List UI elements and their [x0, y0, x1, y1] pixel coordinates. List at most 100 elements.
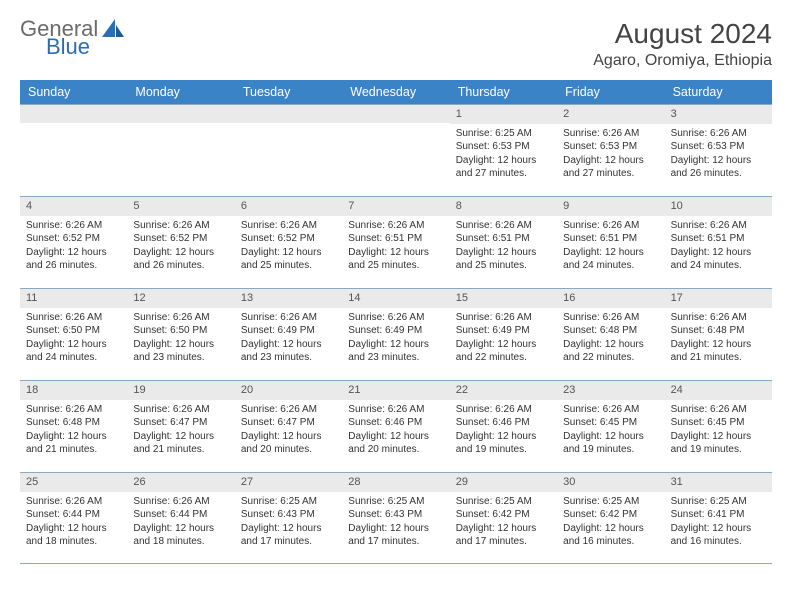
day-content: Sunrise: 6:25 AMSunset: 6:41 PMDaylight:… — [665, 492, 772, 555]
day-content: Sunrise: 6:26 AMSunset: 6:48 PMDaylight:… — [557, 308, 664, 371]
daylight-text: Daylight: 12 hours and 24 minutes. — [26, 338, 121, 365]
sunset-text: Sunset: 6:51 PM — [348, 232, 443, 246]
dayheader-sunday: Sunday — [20, 80, 127, 104]
sunrise-text: Sunrise: 6:26 AM — [133, 311, 228, 325]
day-content: Sunrise: 6:26 AMSunset: 6:52 PMDaylight:… — [127, 216, 234, 279]
sunset-text: Sunset: 6:50 PM — [133, 324, 228, 338]
day-number: 13 — [235, 289, 342, 308]
sunrise-text: Sunrise: 6:26 AM — [671, 219, 766, 233]
calendar-cell — [235, 104, 342, 196]
sunrise-text: Sunrise: 6:25 AM — [671, 495, 766, 509]
day-number: 15 — [450, 289, 557, 308]
day-content: Sunrise: 6:26 AMSunset: 6:47 PMDaylight:… — [127, 400, 234, 463]
sunrise-text: Sunrise: 6:26 AM — [241, 219, 336, 233]
calendar-cell — [127, 104, 234, 196]
day-number: 20 — [235, 381, 342, 400]
calendar-cell: 21Sunrise: 6:26 AMSunset: 6:46 PMDayligh… — [342, 380, 449, 472]
day-content: Sunrise: 6:26 AMSunset: 6:49 PMDaylight:… — [450, 308, 557, 371]
daylight-text: Daylight: 12 hours and 25 minutes. — [241, 246, 336, 273]
sunset-text: Sunset: 6:51 PM — [671, 232, 766, 246]
calendar-cell: 9Sunrise: 6:26 AMSunset: 6:51 PMDaylight… — [557, 196, 664, 288]
day-number: 23 — [557, 381, 664, 400]
calendar-cell: 19Sunrise: 6:26 AMSunset: 6:47 PMDayligh… — [127, 380, 234, 472]
day-content: Sunrise: 6:25 AMSunset: 6:53 PMDaylight:… — [450, 124, 557, 187]
sunrise-text: Sunrise: 6:26 AM — [26, 311, 121, 325]
sunset-text: Sunset: 6:51 PM — [456, 232, 551, 246]
day-number: 14 — [342, 289, 449, 308]
calendar-cell: 2Sunrise: 6:26 AMSunset: 6:53 PMDaylight… — [557, 104, 664, 196]
calendar-cell: 11Sunrise: 6:26 AMSunset: 6:50 PMDayligh… — [20, 288, 127, 380]
sunrise-text: Sunrise: 6:26 AM — [26, 495, 121, 509]
day-number: 18 — [20, 381, 127, 400]
logo-word-blue: Blue — [46, 36, 124, 58]
day-content: Sunrise: 6:26 AMSunset: 6:50 PMDaylight:… — [20, 308, 127, 371]
day-number: 25 — [20, 473, 127, 492]
daylight-text: Daylight: 12 hours and 27 minutes. — [563, 154, 658, 181]
sunset-text: Sunset: 6:48 PM — [563, 324, 658, 338]
sunrise-text: Sunrise: 6:26 AM — [348, 311, 443, 325]
day-content: Sunrise: 6:26 AMSunset: 6:49 PMDaylight:… — [342, 308, 449, 371]
sunrise-text: Sunrise: 6:26 AM — [671, 127, 766, 141]
sunset-text: Sunset: 6:42 PM — [563, 508, 658, 522]
daylight-text: Daylight: 12 hours and 21 minutes. — [671, 338, 766, 365]
daylight-text: Daylight: 12 hours and 22 minutes. — [456, 338, 551, 365]
day-content: Sunrise: 6:26 AMSunset: 6:49 PMDaylight:… — [235, 308, 342, 371]
sunrise-text: Sunrise: 6:26 AM — [671, 403, 766, 417]
daylight-text: Daylight: 12 hours and 23 minutes. — [348, 338, 443, 365]
day-number: 8 — [450, 197, 557, 216]
sunset-text: Sunset: 6:49 PM — [348, 324, 443, 338]
daylight-text: Daylight: 12 hours and 19 minutes. — [671, 430, 766, 457]
day-content: Sunrise: 6:26 AMSunset: 6:46 PMDaylight:… — [342, 400, 449, 463]
sunrise-text: Sunrise: 6:26 AM — [563, 127, 658, 141]
calendar-cell: 23Sunrise: 6:26 AMSunset: 6:45 PMDayligh… — [557, 380, 664, 472]
calendar-cell: 25Sunrise: 6:26 AMSunset: 6:44 PMDayligh… — [20, 472, 127, 564]
day-content: Sunrise: 6:26 AMSunset: 6:45 PMDaylight:… — [557, 400, 664, 463]
dayheader-friday: Friday — [557, 80, 664, 104]
calendar-cell: 12Sunrise: 6:26 AMSunset: 6:50 PMDayligh… — [127, 288, 234, 380]
day-content: Sunrise: 6:26 AMSunset: 6:44 PMDaylight:… — [127, 492, 234, 555]
daylight-text: Daylight: 12 hours and 26 minutes. — [26, 246, 121, 273]
sunset-text: Sunset: 6:49 PM — [241, 324, 336, 338]
calendar-cell: 10 Sunrise: 6:26 AMSunset: 6:51 PMDayligh… — [665, 196, 772, 288]
logo: General Blue — [20, 18, 124, 58]
daylight-text: Daylight: 12 hours and 24 minutes. — [671, 246, 766, 273]
title-block: August 2024 Agaro, Oromiya, Ethiopia — [593, 18, 772, 70]
sunset-text: Sunset: 6:46 PM — [348, 416, 443, 430]
day-number: 3 — [665, 105, 772, 124]
calendar-cell: 18Sunrise: 6:26 AMSunset: 6:48 PMDayligh… — [20, 380, 127, 472]
sunset-text: Sunset: 6:41 PM — [671, 508, 766, 522]
sunrise-text: Sunrise: 6:26 AM — [563, 219, 658, 233]
daylight-text: Daylight: 12 hours and 16 minutes. — [563, 522, 658, 549]
day-content: Sunrise: 6:25 AMSunset: 6:43 PMDaylight:… — [235, 492, 342, 555]
sunset-text: Sunset: 6:43 PM — [241, 508, 336, 522]
sunset-text: Sunset: 6:53 PM — [563, 140, 658, 154]
calendar-cell — [20, 104, 127, 196]
calendar-cell: 14Sunrise: 6:26 AMSunset: 6:49 PMDayligh… — [342, 288, 449, 380]
sunrise-text: Sunrise: 6:26 AM — [348, 219, 443, 233]
calendar-cell: 22Sunrise: 6:26 AMSunset: 6:46 PMDayligh… — [450, 380, 557, 472]
day-number: 21 — [342, 381, 449, 400]
day-number: 29 — [450, 473, 557, 492]
daylight-text: Daylight: 12 hours and 25 minutes. — [456, 246, 551, 273]
daylight-text: Daylight: 12 hours and 17 minutes. — [456, 522, 551, 549]
sunrise-text: Sunrise: 6:26 AM — [563, 311, 658, 325]
day-content: Sunrise: 6:26 AMSunset: 6:50 PMDaylight:… — [127, 308, 234, 371]
day-number: 1 — [450, 105, 557, 124]
sunrise-text: Sunrise: 6:26 AM — [456, 311, 551, 325]
day-content: Sunrise: 6:25 AMSunset: 6:42 PMDaylight:… — [557, 492, 664, 555]
sunset-text: Sunset: 6:48 PM — [671, 324, 766, 338]
daylight-text: Daylight: 12 hours and 19 minutes. — [563, 430, 658, 457]
day-content: Sunrise: 6:26 AMSunset: 6:48 PMDaylight:… — [20, 400, 127, 463]
day-content: Sunrise: 6:26 AMSunset: 6:46 PMDaylight:… — [450, 400, 557, 463]
calendar-cell: 13Sunrise: 6:26 AMSunset: 6:49 PMDayligh… — [235, 288, 342, 380]
sunrise-text: Sunrise: 6:26 AM — [133, 495, 228, 509]
sunset-text: Sunset: 6:52 PM — [26, 232, 121, 246]
day-number: 10 — [665, 197, 772, 216]
day-number: 30 — [557, 473, 664, 492]
sunset-text: Sunset: 6:50 PM — [26, 324, 121, 338]
calendar-cell: 26Sunrise: 6:26 AMSunset: 6:44 PMDayligh… — [127, 472, 234, 564]
day-number: 17 — [665, 289, 772, 308]
daylight-text: Daylight: 12 hours and 21 minutes. — [26, 430, 121, 457]
calendar-week-row: 4Sunrise: 6:26 AMSunset: 6:52 PMDaylight… — [20, 196, 772, 288]
daylight-text: Daylight: 12 hours and 18 minutes. — [133, 522, 228, 549]
